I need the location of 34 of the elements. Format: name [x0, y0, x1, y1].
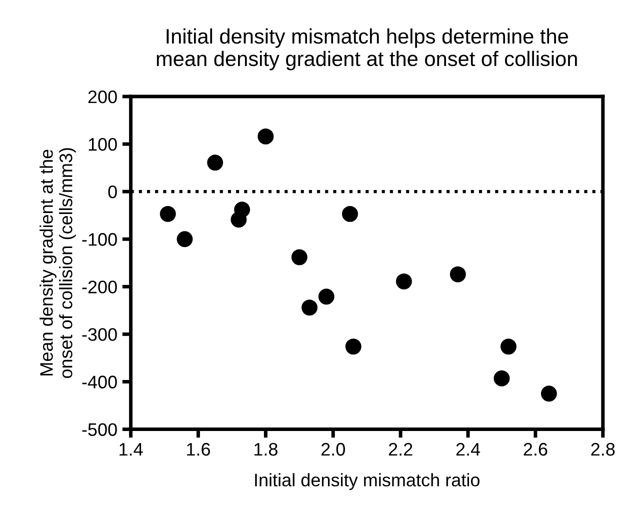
point — [160, 206, 176, 222]
y-tick-label: -500 — [82, 423, 117, 436]
x-tick-label: 1.4 — [120, 443, 143, 456]
y-tick-label: -200 — [82, 280, 117, 294]
x-tick-label: 1.6 — [187, 442, 210, 456]
y-axis-title: Mean density gradient at the onset of collision (cells/mm3) — [40, 148, 76, 378]
y-tick-label: 200 — [88, 90, 117, 104]
point — [176, 231, 193, 248]
point — [258, 128, 274, 144]
x-axis-title: Initial density mismatch ratio — [255, 473, 480, 490]
y-tick-label: 100 — [88, 138, 117, 151]
point — [500, 338, 516, 355]
y-tick-label: -300 — [82, 328, 117, 341]
point — [318, 288, 334, 305]
x-tick-label: 2.6 — [524, 442, 548, 456]
y-tick-label: -400 — [82, 376, 117, 388]
chart-title: Initial density mismatch helps determine the mean density gradient at the onset of collision — [156, 28, 577, 70]
point — [302, 300, 318, 316]
x-tick-label: 2.4 — [456, 442, 480, 456]
point — [207, 154, 224, 171]
point — [396, 273, 412, 290]
point — [291, 249, 308, 266]
point — [450, 266, 466, 282]
x-tick-label: 1.8 — [254, 442, 278, 456]
point — [345, 338, 362, 355]
y-tick-label: 0 — [108, 186, 117, 198]
point — [494, 370, 510, 386]
point — [230, 212, 247, 228]
x-tick-label: 2.0 — [321, 442, 345, 456]
point — [342, 206, 358, 222]
y-tick-label: -100 — [82, 233, 117, 246]
x-tick-label: 2.8 — [591, 442, 615, 456]
x-tick-label: 2.2 — [388, 442, 412, 456]
point — [540, 386, 557, 402]
